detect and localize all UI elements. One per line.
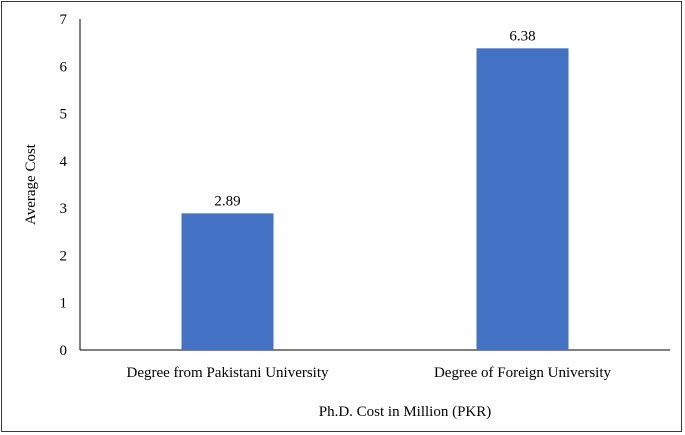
- category-label: Degree of Foreign University: [434, 365, 612, 381]
- x-axis-title: Ph.D. Cost in Million (PKR): [319, 404, 492, 420]
- y-tick-label: 0: [60, 343, 68, 359]
- bar: [181, 213, 274, 350]
- bars-group: [181, 48, 569, 351]
- y-tick-label: 4: [60, 154, 68, 170]
- y-tick-label: 5: [60, 107, 68, 123]
- y-tick-label: 3: [60, 201, 68, 217]
- y-tick-label: 2: [60, 248, 68, 264]
- category-labels-group: Degree from Pakistani University Degree o…: [126, 365, 611, 381]
- y-axis-ticks: 0 1 2 3 4 5 6 7: [60, 12, 68, 359]
- bar-data-label: 2.89: [214, 193, 240, 209]
- y-axis-title: Average Cost: [23, 143, 39, 225]
- y-tick-label: 6: [60, 59, 68, 75]
- bar-data-label: 6.38: [509, 28, 535, 44]
- category-label: Degree from Pakistani University: [126, 365, 329, 381]
- data-labels-group: 2.89 6.38: [214, 28, 535, 209]
- y-tick-label: 7: [60, 12, 68, 28]
- y-tick-label: 1: [60, 296, 68, 312]
- bar: [476, 48, 569, 351]
